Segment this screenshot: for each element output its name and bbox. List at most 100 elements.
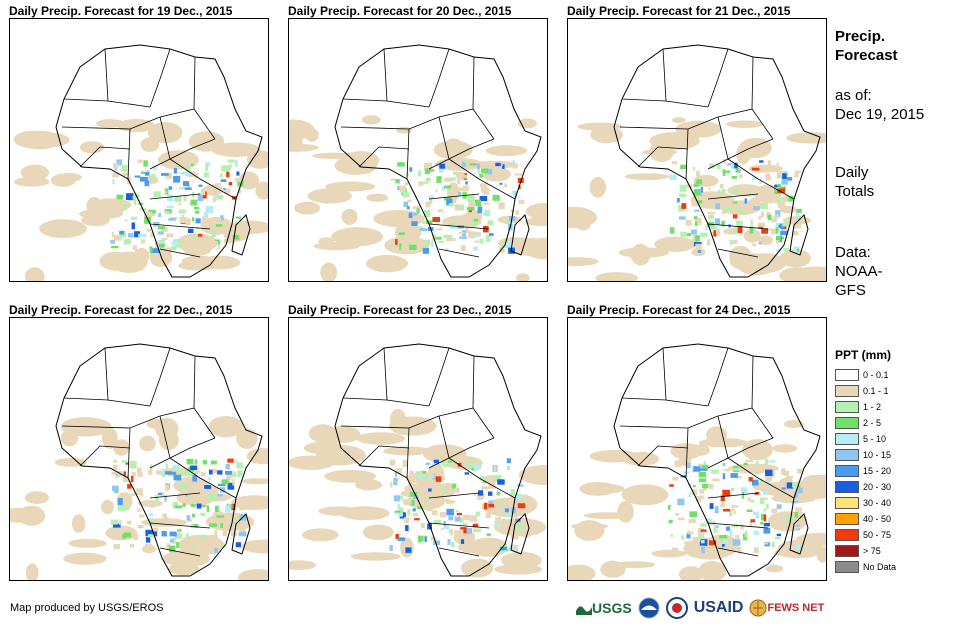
rain-cell	[746, 509, 753, 512]
country-border	[472, 407, 495, 439]
rain-cell	[195, 218, 201, 224]
rain-cell	[132, 195, 137, 200]
rain-cell	[795, 210, 799, 217]
rain-cell	[169, 531, 177, 537]
rain-cell	[396, 467, 402, 474]
rain-cell	[722, 546, 726, 551]
rain-cell	[417, 170, 421, 177]
rain-cell	[236, 474, 241, 477]
rain-cell	[238, 187, 241, 194]
rain-cell	[132, 245, 137, 251]
rain-cell	[205, 164, 208, 171]
rain-cell	[399, 218, 402, 221]
dry-patch	[162, 550, 210, 567]
panel-title: Daily Precip. Forecast for 22 Dec., 2015	[9, 303, 233, 317]
rain-cell	[421, 470, 427, 474]
rain-cell	[475, 511, 481, 517]
legend-item: No Data	[835, 560, 896, 574]
rain-cell	[780, 230, 788, 235]
rain-cell	[395, 239, 398, 245]
rain-cell	[411, 221, 418, 226]
dry-patch	[683, 537, 736, 560]
rain-cell	[390, 212, 396, 217]
legend-item: 5 - 10	[835, 432, 896, 446]
rain-cell	[144, 180, 150, 187]
rain-cell	[681, 535, 685, 540]
rain-cell	[138, 233, 147, 238]
rain-cell	[194, 234, 200, 240]
rain-cell	[157, 231, 164, 235]
dry-patch	[39, 219, 87, 239]
legend-label: 10 - 15	[863, 450, 892, 460]
rain-cell	[409, 546, 415, 550]
rain-cell	[779, 235, 782, 243]
rain-cell	[775, 210, 781, 218]
dry-patch	[241, 539, 268, 554]
rain-cell	[173, 175, 181, 183]
legend-swatch	[835, 513, 859, 525]
rain-cell	[480, 541, 486, 548]
legend: PPT (mm) 0 - 0.1 0.1 - 1 1 - 2 2 - 5 5 - 10 1…	[835, 348, 896, 574]
rain-cell	[769, 460, 776, 463]
rain-cell	[129, 460, 137, 468]
country-border	[428, 193, 480, 200]
rain-cell	[514, 515, 518, 520]
dry-patch	[24, 267, 45, 281]
rain-cell	[716, 228, 721, 235]
rain-cell	[692, 484, 696, 488]
dry-patch	[334, 156, 377, 175]
dry-patch	[816, 546, 826, 563]
rain-cell	[774, 536, 782, 540]
country-border	[637, 445, 689, 467]
country-border	[342, 397, 388, 401]
rain-cell	[403, 512, 406, 518]
rain-cell	[709, 163, 715, 169]
precip-map	[567, 317, 827, 581]
country-border	[438, 355, 475, 417]
rain-cell	[198, 184, 203, 187]
rain-cell	[786, 482, 794, 489]
dry-patch	[519, 518, 534, 538]
legend-swatch	[835, 545, 859, 557]
rain-cell	[781, 468, 786, 475]
rain-cell	[156, 241, 165, 244]
rain-cell	[692, 537, 701, 542]
rain-cell	[123, 532, 132, 538]
rain-cell	[467, 194, 475, 202]
rain-cell	[480, 183, 488, 188]
rain-cell	[394, 511, 398, 515]
rain-cell	[477, 170, 481, 176]
rain-cell	[192, 217, 195, 222]
rain-cell	[420, 523, 425, 529]
rain-cell	[188, 497, 191, 501]
rain-cell	[203, 172, 210, 178]
rain-cell	[731, 175, 737, 179]
rain-cell	[403, 192, 410, 198]
rain-cell	[761, 228, 769, 234]
dry-patch	[589, 449, 639, 463]
rain-cell	[228, 182, 233, 186]
rain-cell	[731, 163, 737, 169]
country-border	[149, 347, 171, 407]
rain-cell	[760, 203, 768, 209]
country-border	[104, 347, 151, 407]
rain-cell	[754, 547, 759, 554]
country-border	[438, 56, 475, 118]
rain-cell	[456, 509, 459, 513]
rain-cell	[774, 188, 779, 194]
rain-cell	[199, 535, 206, 539]
rain-cell	[440, 528, 444, 531]
rain-cell	[140, 493, 144, 497]
rain-cell	[217, 494, 223, 497]
rain-cell	[407, 199, 412, 203]
dry-patch	[568, 564, 596, 580]
country-border	[472, 108, 495, 140]
country-border	[438, 547, 480, 557]
rain-cell	[775, 214, 779, 219]
rain-cell	[422, 475, 427, 480]
dry-patch	[24, 491, 49, 504]
rain-cell	[155, 242, 163, 249]
legend-label: 1 - 2	[863, 402, 882, 412]
dry-patch	[485, 145, 528, 157]
rain-cell	[445, 499, 454, 504]
